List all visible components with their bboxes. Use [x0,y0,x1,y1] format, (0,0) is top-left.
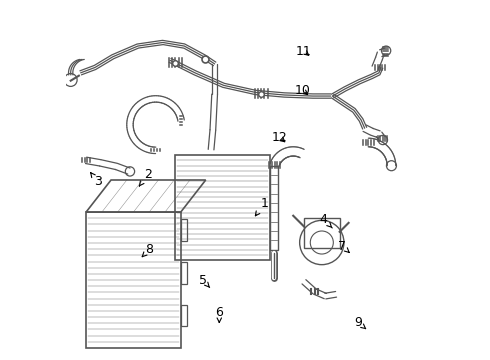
Bar [175,155,270,260]
Text: 8: 8 [142,243,153,257]
Bar [181,305,187,327]
Text: 1: 1 [255,197,269,216]
Bar [304,217,340,248]
Bar [181,219,187,241]
Bar [181,262,187,284]
Text: 7: 7 [338,240,349,253]
Bar [270,166,278,249]
Text: 11: 11 [296,45,312,58]
Text: 5: 5 [199,274,210,288]
Text: 6: 6 [215,306,223,323]
Text: 3: 3 [91,173,102,188]
Text: 10: 10 [295,84,311,97]
Text: 12: 12 [272,131,288,144]
Text: 2: 2 [139,168,152,186]
Bar [86,212,181,348]
Text: 9: 9 [355,316,366,329]
Text: 4: 4 [319,213,332,228]
